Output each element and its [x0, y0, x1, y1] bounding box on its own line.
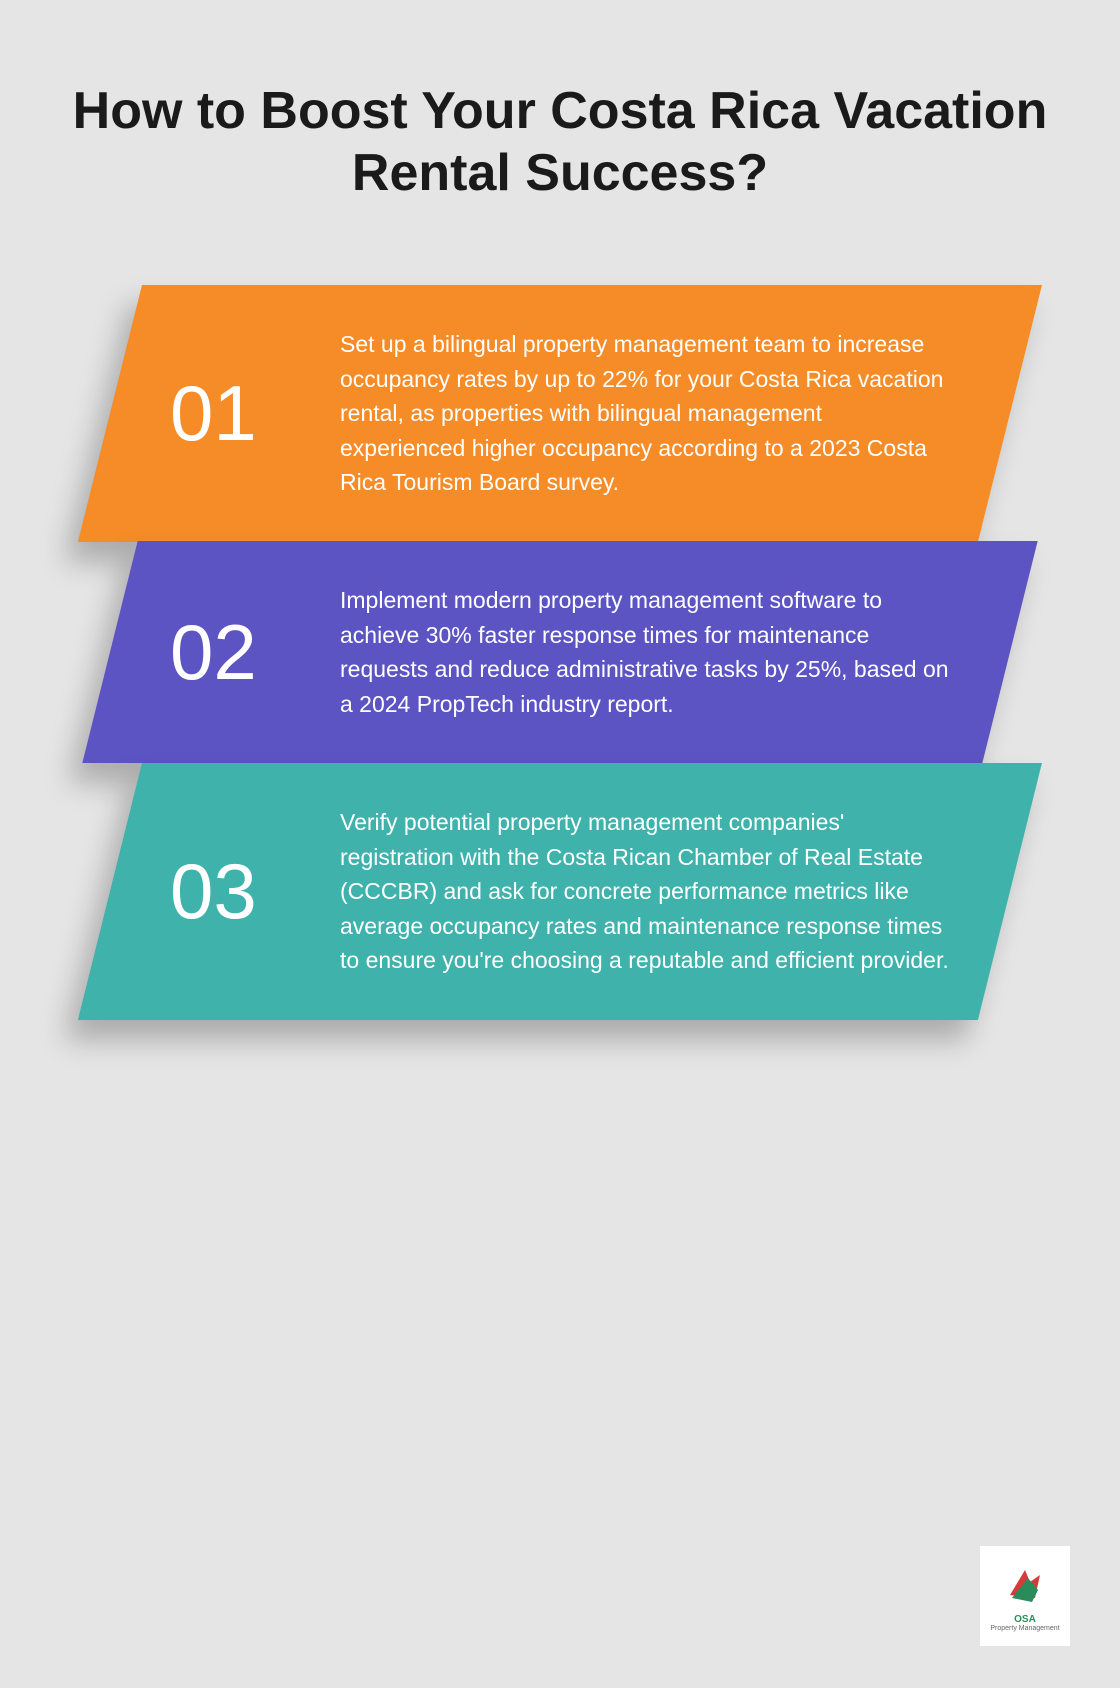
tip-text-1: Set up a bilingual property management t… — [340, 327, 950, 500]
card-inner: 03 Verify potential property management … — [170, 805, 950, 978]
tip-text-2: Implement modern property management sof… — [340, 583, 950, 721]
infographic-container: How to Boost Your Costa Rica Vacation Re… — [0, 0, 1120, 1020]
tip-number-3: 03 — [170, 846, 300, 937]
card-inner: 01 Set up a bilingual property managemen… — [170, 327, 950, 500]
tip-card-1: 01 Set up a bilingual property managemen… — [78, 285, 1042, 542]
logo-subtitle: Property Management — [990, 1625, 1059, 1632]
brand-logo: OSA Property Management — [980, 1546, 1070, 1646]
tip-card-2: 02 Implement modern property management … — [82, 541, 1037, 763]
tip-text-3: Verify potential property management com… — [340, 805, 950, 978]
tip-number-2: 02 — [170, 607, 300, 698]
tip-card-3: 03 Verify potential property management … — [78, 763, 1042, 1020]
card-inner: 02 Implement modern property management … — [170, 583, 950, 721]
page-title: How to Boost Your Costa Rica Vacation Re… — [70, 80, 1050, 205]
tip-number-1: 01 — [170, 368, 300, 459]
logo-name: OSA — [1014, 1614, 1036, 1625]
logo-icon — [1000, 1560, 1050, 1610]
